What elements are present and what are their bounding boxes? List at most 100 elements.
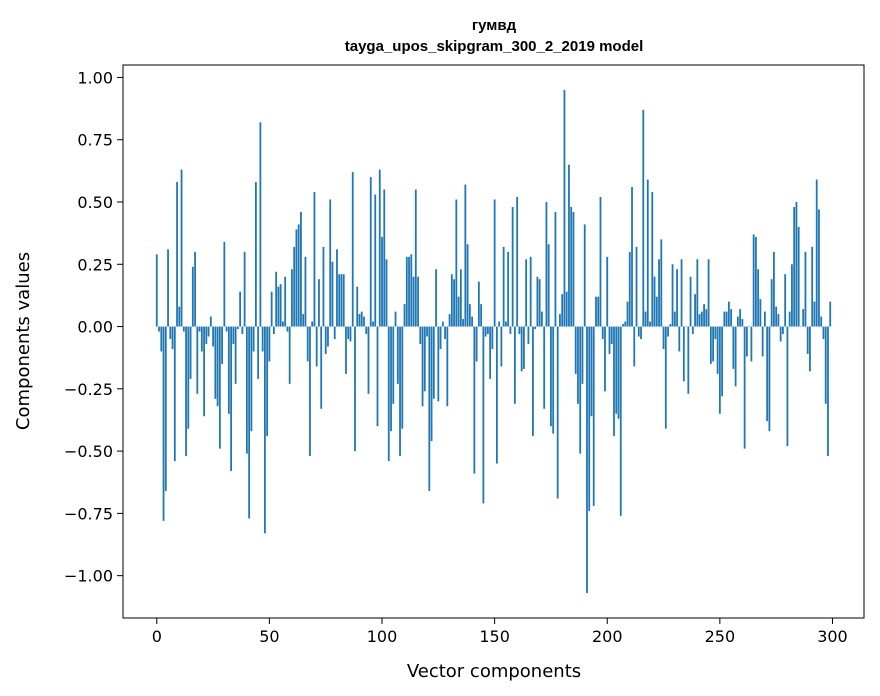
bar-component-57 [284, 276, 287, 327]
bar-component-60 [291, 269, 293, 327]
bar-component-1 [158, 326, 160, 332]
bar-component-101 [383, 189, 386, 327]
bar-component-61 [293, 246, 296, 327]
bar-component-297 [824, 326, 827, 404]
bar-component-15 [189, 326, 192, 379]
bar-component-280 [786, 326, 789, 447]
bar-component-155 [504, 321, 507, 327]
bar-component-152 [498, 321, 501, 327]
bar-component-293 [815, 179, 818, 327]
y-tick-label: 0.75 [77, 131, 113, 150]
bar-component-141 [473, 326, 476, 474]
bar-component-172 [543, 326, 546, 409]
bar-component-183 [568, 164, 570, 327]
bar-component-247 [712, 326, 714, 362]
bar-component-30 [223, 241, 226, 327]
plot-frame [122, 64, 865, 619]
bar-component-112 [408, 256, 410, 327]
bar-component-51 [270, 291, 273, 327]
bar-component-8 [173, 326, 176, 462]
bar-component-245 [707, 259, 710, 327]
bar-component-40 [245, 326, 248, 454]
bar-component-3 [162, 326, 165, 521]
bar-component-273 [770, 279, 773, 327]
bar-component-66 [304, 256, 307, 327]
bar-component-24 [209, 316, 212, 327]
bar-component-122 [430, 326, 433, 442]
bar-component-153 [500, 326, 503, 367]
bar-component-258 [736, 316, 739, 327]
bar-component-162 [520, 326, 523, 372]
bar-component-234 [682, 326, 685, 382]
bar-component-256 [732, 326, 735, 369]
bar-component-225 [662, 326, 665, 349]
bar-component-289 [806, 326, 809, 354]
bar-component-260 [741, 319, 744, 327]
bar-component-169 [536, 276, 539, 327]
bar-component-160 [516, 197, 519, 327]
bar-component-91 [360, 311, 363, 327]
bar-component-215 [640, 326, 642, 340]
bar-component-120 [426, 326, 428, 337]
bar-component-287 [802, 309, 805, 327]
bar-component-139 [468, 304, 471, 327]
bar-component-174 [547, 244, 550, 327]
bar-component-10 [178, 306, 181, 327]
bar-component-243 [703, 304, 705, 327]
x-tick-label: 300 [817, 627, 848, 646]
bar-component-42 [250, 326, 253, 432]
x-tick-label: 50 [259, 627, 279, 646]
bar-component-240 [696, 259, 699, 327]
bar-component-80 [336, 249, 338, 327]
bar-component-63 [297, 224, 300, 327]
bar-component-198 [601, 326, 604, 340]
bar-component-11 [180, 169, 183, 327]
bar-component-171 [541, 311, 543, 327]
bar-component-269 [761, 326, 764, 357]
bar-component-154 [502, 246, 505, 327]
bar-component-223 [658, 259, 660, 327]
bar-component-251 [721, 326, 724, 397]
bar-component-28 [218, 326, 221, 449]
bar-component-206 [619, 326, 622, 516]
bar-component-288 [804, 251, 807, 327]
bar-component-217 [644, 311, 647, 327]
bar-component-134 [457, 296, 460, 327]
bar-component-62 [295, 229, 298, 327]
bar-component-4 [164, 326, 167, 491]
bar-component-70 [313, 192, 316, 327]
bar-component-184 [570, 206, 573, 327]
bar-component-195 [595, 296, 597, 327]
bar-component-138 [466, 244, 469, 327]
bar-component-145 [482, 326, 485, 504]
bar-component-124 [435, 269, 437, 327]
bar-component-17 [194, 251, 196, 327]
bar-component-97 [374, 194, 377, 327]
bar-component-232 [678, 326, 681, 352]
bar-component-133 [455, 199, 458, 327]
y-tick-label: 0.25 [77, 255, 113, 274]
bar-component-192 [588, 326, 591, 511]
bar-component-113 [410, 254, 413, 327]
bar-component-56 [282, 321, 284, 327]
bar-component-110 [403, 304, 406, 327]
bar-component-210 [628, 251, 631, 327]
bar-component-135 [459, 269, 462, 327]
bar-component-230 [673, 311, 676, 327]
bar-component-268 [759, 299, 762, 327]
bar-component-226 [664, 326, 667, 429]
chart-subtitle: tayga_upos_skipgram_300_2_2019 model [345, 38, 644, 55]
bar-component-96 [372, 321, 374, 327]
x-tick-label: 200 [592, 627, 623, 646]
bar-component-9 [176, 182, 178, 327]
bar-component-44 [254, 182, 257, 327]
bar-component-294 [818, 209, 820, 327]
bar-component-277 [779, 326, 782, 342]
bar-component-220 [651, 192, 654, 327]
bar-component-156 [507, 251, 510, 327]
bar-component-213 [635, 246, 638, 327]
bar-component-48 [263, 326, 266, 534]
bar-component-237 [689, 276, 692, 327]
bar-component-167 [532, 326, 534, 437]
bar-component-295 [820, 316, 823, 327]
